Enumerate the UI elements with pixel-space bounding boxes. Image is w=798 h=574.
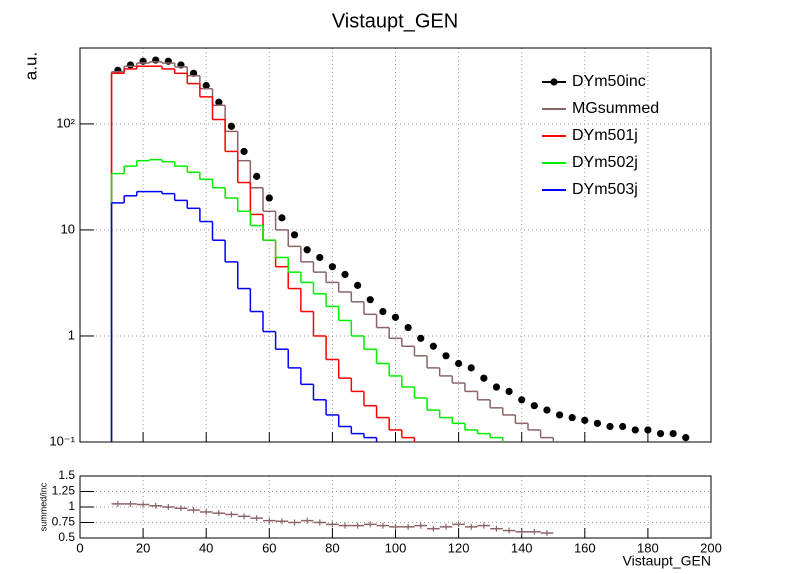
- x-tick-label: 180: [637, 540, 659, 555]
- data-point: [328, 263, 336, 271]
- x-tick-label: 100: [385, 540, 407, 555]
- data-point: [467, 364, 475, 372]
- data-point: [644, 426, 652, 434]
- data-point: [126, 61, 135, 69]
- y-tick-label: 1.25: [52, 484, 76, 498]
- data-point: [518, 396, 526, 404]
- data-point: [593, 419, 602, 427]
- data-point: [492, 383, 501, 391]
- legend-label: DYm502j: [572, 154, 638, 171]
- x-tick-label: 60: [262, 540, 276, 555]
- data-point: [253, 172, 261, 180]
- plot-frame: [79, 47, 712, 443]
- x-tick-label: 120: [448, 540, 470, 555]
- data-point: [682, 434, 690, 442]
- x-tick-label: 80: [325, 540, 339, 555]
- data-point: [391, 313, 400, 321]
- legend-label: DYm50inc: [572, 73, 646, 90]
- data-point: [581, 416, 589, 424]
- x-axis-label: Vistaupt_GEN: [623, 553, 711, 569]
- data-point: [568, 413, 576, 422]
- data-point: [631, 426, 639, 434]
- x-tick-label: 0: [76, 540, 83, 555]
- y-tick-label: 0.5: [58, 530, 75, 544]
- data-point: [417, 334, 425, 342]
- ratio-y-axis-label: summed/inc: [38, 482, 48, 531]
- legend-label: MGsummed: [572, 100, 659, 117]
- x-tick-label: 160: [574, 540, 596, 555]
- data-point: [455, 359, 463, 368]
- data-point: [442, 352, 450, 360]
- data-point: [290, 231, 299, 239]
- data-point: [555, 411, 564, 419]
- y-tick-label: 10: [61, 221, 75, 236]
- x-tick-label: 20: [136, 540, 150, 555]
- data-point: [669, 430, 677, 438]
- data-point: [265, 194, 273, 202]
- data-point: [505, 387, 513, 396]
- data-point: [227, 122, 236, 130]
- data-point: [278, 214, 286, 222]
- legend-marker: [550, 78, 558, 86]
- data-point: [480, 374, 488, 382]
- y-tick-label: 10⁻¹: [49, 433, 75, 448]
- data-point: [152, 56, 160, 64]
- x-tick-label: 200: [700, 540, 722, 555]
- x-tick-label: 140: [511, 540, 533, 555]
- data-point: [619, 422, 627, 431]
- legend-label: DYm501j: [572, 127, 638, 144]
- data-point: [404, 323, 412, 332]
- data-point: [303, 246, 311, 254]
- y-axis-label: a.u.: [21, 52, 40, 80]
- x-tick-label: 40: [199, 540, 213, 555]
- y-tick-label: 1.5: [58, 468, 75, 482]
- y-tick-label: 10²: [56, 115, 75, 130]
- legend-label: DYm503j: [572, 181, 638, 198]
- data-point: [240, 147, 248, 156]
- data-point: [316, 253, 324, 262]
- data-point: [530, 402, 538, 410]
- data-point: [429, 342, 437, 350]
- data-point: [354, 281, 362, 289]
- y-tick-label: 1: [68, 327, 75, 342]
- y-tick-label: 0.75: [52, 515, 76, 529]
- data-point: [606, 422, 614, 431]
- chart-title: Vistaupt_GEN: [332, 10, 458, 32]
- data-point: [543, 406, 551, 414]
- y-tick-label: 1: [68, 499, 75, 513]
- data-point: [202, 81, 210, 90]
- data-point: [215, 98, 223, 106]
- data-point: [366, 296, 374, 304]
- plot-frame: [79, 475, 712, 539]
- data-point: [341, 270, 349, 279]
- data-point: [656, 430, 665, 438]
- data-point: [379, 307, 387, 316]
